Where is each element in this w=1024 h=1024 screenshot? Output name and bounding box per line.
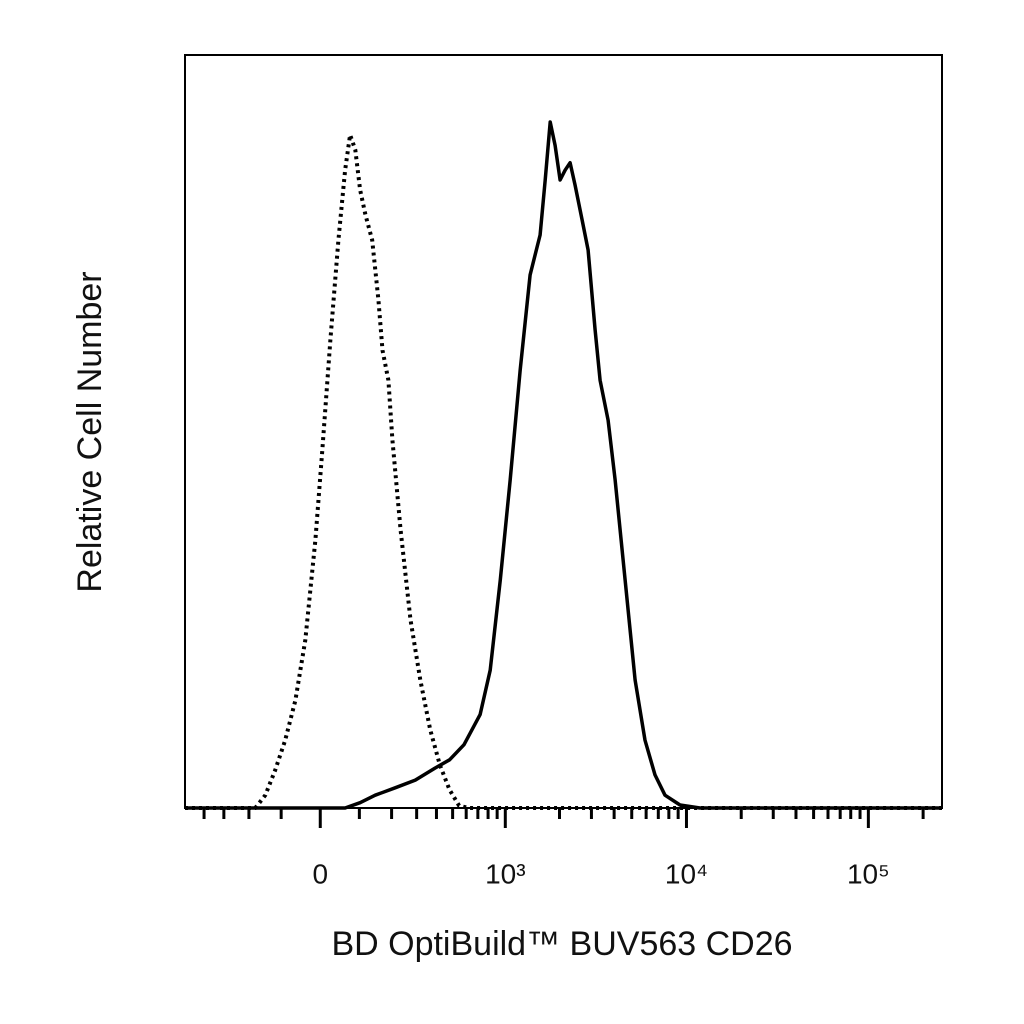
x-tick-label: 10³ — [485, 858, 525, 889]
x-tick-label: 10⁴ — [665, 858, 708, 889]
plot-frame — [184, 54, 943, 809]
x-tick-label: 0 — [312, 858, 328, 889]
x-axis-title: BD OptiBuild™ BUV563 CD26 — [331, 925, 792, 963]
x-tick-label: 10⁵ — [847, 858, 890, 889]
histogram-line — [185, 120, 942, 810]
histogram-line — [185, 132, 942, 810]
y-axis-title: Relative Cell Number — [71, 271, 109, 592]
